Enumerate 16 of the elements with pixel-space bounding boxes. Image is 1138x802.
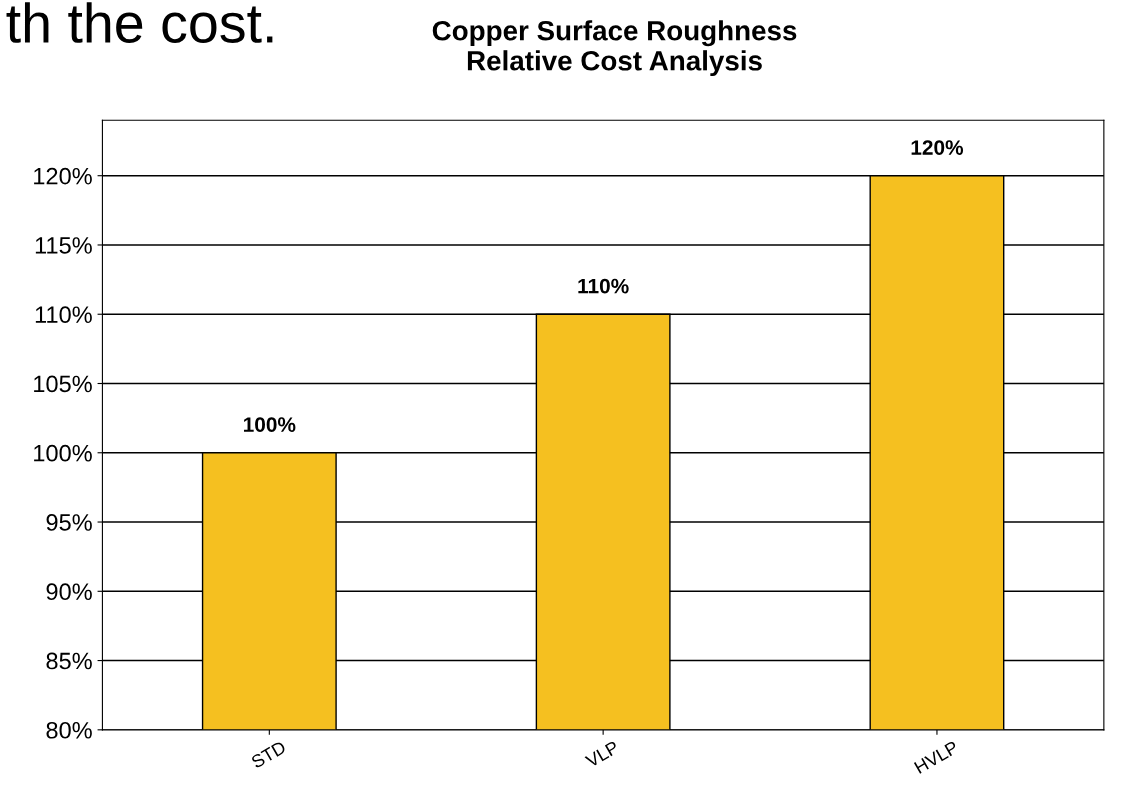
- y-tick-label: 110%: [35, 306, 92, 324]
- y-tick-label: 115%: [35, 237, 92, 254]
- y-tick-label: 85%: [46, 652, 92, 670]
- y-tick-label: 120%: [34, 167, 92, 185]
- data-label: 110%: [578, 278, 629, 294]
- x-tick-label: VLP: [584, 740, 620, 768]
- data-label: 100%: [244, 417, 296, 432]
- y-tick-label: 90%: [46, 583, 92, 601]
- x-tick-label: STD: [250, 740, 287, 769]
- text: th the cost.: [6, 2, 273, 43]
- y-tick-label: 100%: [34, 444, 92, 462]
- y-tick-label: 80%: [46, 721, 92, 739]
- y-tick-label: 95%: [46, 514, 92, 531]
- chart-title: Copper Surface Roughness Relative Cost Analysis: [432, 20, 797, 77]
- data-label: 120%: [911, 140, 964, 155]
- y-tick-label: 105%: [34, 375, 92, 393]
